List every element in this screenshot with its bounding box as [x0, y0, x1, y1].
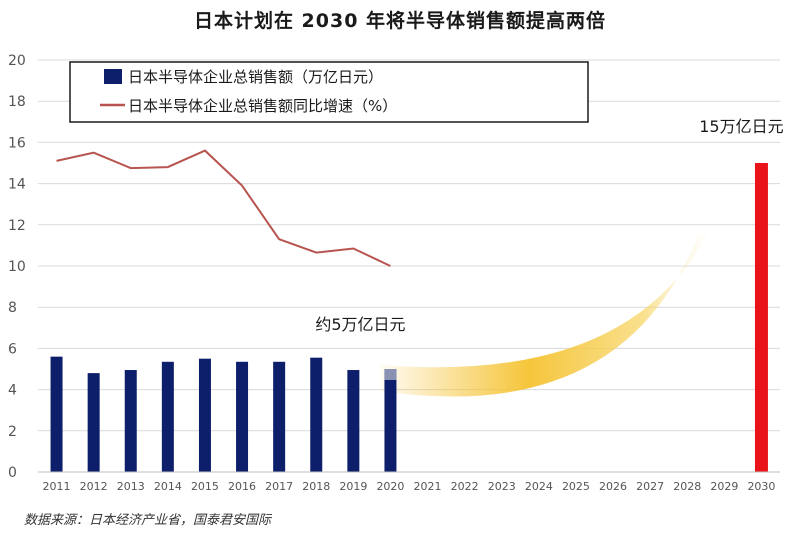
bar-fade	[384, 369, 397, 380]
bar	[198, 358, 211, 472]
growth-arrow	[380, 228, 710, 397]
bar	[87, 373, 100, 472]
bar	[384, 369, 397, 472]
y-tick-label: 16	[8, 135, 26, 151]
x-tick-label: 2011	[43, 480, 71, 493]
y-tick-label: 10	[8, 259, 26, 275]
y-tick-label: 12	[8, 218, 26, 234]
legend: 日本半导体企业总销售额（万亿日元） 日本半导体企业总销售额同比增速（%）	[69, 61, 589, 123]
x-tick-label: 2026	[599, 480, 627, 493]
bar	[124, 370, 137, 472]
x-tick-label: 2013	[117, 480, 145, 493]
bar	[754, 163, 768, 472]
x-tick-label: 2027	[636, 480, 664, 493]
y-tick-label: 2	[8, 424, 17, 440]
x-axis: 2011 2012 2013 2014 2015 2016 2017 2018 2019 2020…	[43, 480, 776, 493]
x-tick-label: 2019	[339, 480, 367, 493]
x-tick-label: 2012	[80, 480, 108, 493]
x-tick-label: 2025	[562, 480, 590, 493]
y-tick-label: 14	[8, 177, 26, 193]
legend-line-label: 日本半导体企业总销售额同比增速（%）	[128, 97, 397, 115]
x-tick-label: 2030	[747, 480, 775, 493]
x-tick-label: 2014	[154, 480, 182, 493]
x-tick-label: 2029	[710, 480, 738, 493]
x-tick-label: 2023	[488, 480, 516, 493]
x-tick-label: 2021	[414, 480, 442, 493]
y-tick-label: 8	[8, 300, 17, 316]
y-axis: 0 2 4 6 8 10 12 14 16 18 20	[8, 53, 26, 481]
bar	[236, 361, 249, 472]
y-tick-label: 4	[8, 383, 17, 399]
x-tick-label: 2015	[191, 480, 219, 493]
bar	[273, 361, 286, 472]
annotation-2030: 15万亿日元	[699, 117, 783, 136]
x-tick-label: 2020	[376, 480, 404, 493]
x-tick-label: 2022	[451, 480, 479, 493]
growth-rate-line	[56, 149, 391, 267]
y-tick-label: 0	[8, 465, 17, 481]
bar	[310, 357, 323, 472]
bar	[347, 370, 360, 472]
bar	[161, 361, 174, 472]
bar-series	[50, 163, 768, 472]
y-tick-label: 18	[8, 94, 26, 110]
legend-bar-swatch	[104, 69, 122, 84]
x-tick-label: 2018	[302, 480, 330, 493]
legend-bar-label: 日本半导体企业总销售额（万亿日元）	[128, 68, 383, 86]
x-tick-label: 2016	[228, 480, 256, 493]
x-tick-label: 2024	[525, 480, 553, 493]
y-tick-label: 6	[8, 341, 17, 357]
x-tick-label: 2017	[265, 480, 293, 493]
legend-box	[69, 61, 589, 123]
annotation-2020: 约5万亿日元	[315, 315, 405, 334]
y-tick-label: 20	[8, 53, 26, 69]
x-tick-label: 2028	[673, 480, 701, 493]
bar	[50, 356, 63, 472]
source-note: 数据来源：日本经济产业省，国泰君安国际	[24, 513, 272, 528]
chart-title: 日本计划在 2030 年将半导体销售额提高两倍	[193, 10, 607, 32]
